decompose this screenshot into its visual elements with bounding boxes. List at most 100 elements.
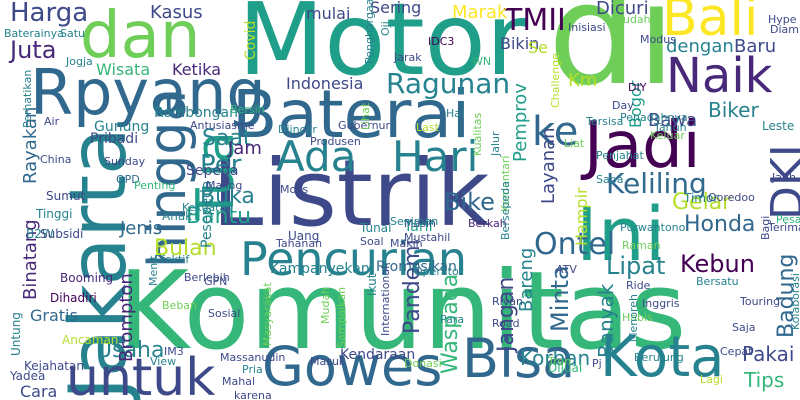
word-promosikan: Promosikan	[376, 259, 457, 275]
word-wisata: Wisata	[96, 60, 151, 79]
word-gpn: GPN	[204, 275, 228, 288]
word-harga: Harga	[10, 0, 89, 28]
word-di: di	[548, 0, 676, 117]
word-motor: Motor	[238, 0, 527, 98]
word-menit: Menit	[147, 255, 160, 286]
word-menoreh: Menoreh	[627, 294, 640, 342]
word-gratis: Gratis	[30, 306, 78, 325]
word-cepat: Cepat	[720, 345, 753, 358]
word-bersih: Bersih	[230, 103, 265, 116]
word-tren: Tren	[548, 355, 572, 368]
word-tahun: Tahun	[654, 121, 687, 134]
word-bisa: Bisa	[462, 327, 576, 390]
word-kolaborasi: Kolaborasi	[789, 273, 800, 330]
word-diam: Diam	[770, 23, 799, 36]
word-tarif: Tarif	[404, 219, 434, 235]
word-air: Air	[44, 115, 60, 128]
word-view: View	[150, 355, 177, 368]
word-road: Road	[492, 317, 520, 330]
word-ride: Ride	[626, 279, 651, 292]
word-purwantono: Purwantono	[620, 221, 686, 234]
word-gubernur: Gubernur	[338, 119, 391, 132]
word-oji: Oji	[379, 21, 392, 36]
word-soal: Soal	[360, 235, 384, 248]
word-biker: Biker	[708, 98, 759, 122]
word-sampaikan: Sampaikan	[335, 286, 348, 348]
word-ragunan: Ragunan	[386, 67, 511, 100]
word-usaha: Usaha	[96, 338, 165, 363]
word-bike: Bike	[444, 188, 495, 216]
word-korban: Korban	[520, 346, 591, 370]
word-masih: Masih	[404, 217, 436, 230]
word-tips: Tips	[744, 368, 785, 392]
word-dan: dan	[80, 0, 201, 73]
word-untung: Untung	[9, 312, 23, 356]
word-per: Per	[200, 150, 242, 180]
word-pria: Pria	[242, 363, 263, 376]
word-raman: Raman	[622, 239, 661, 252]
word-jam: Jam	[228, 138, 262, 159]
word-buka: Buka	[200, 184, 255, 209]
word-berujung: Berujung	[634, 351, 684, 364]
word-satu: Satu	[60, 27, 86, 40]
word-ontel: Ontel	[534, 227, 616, 262]
word-produsen: Produsen	[310, 135, 361, 148]
word-jenis: Jenis	[120, 218, 163, 239]
word-saja: Saja	[732, 321, 756, 334]
word-booming: Booming	[60, 271, 114, 285]
word-antusiasme: Antusiasme	[190, 119, 255, 132]
word-operator: Operator	[414, 265, 464, 278]
word-tinggi: Tinggi	[36, 207, 73, 221]
word-lihat: Lihat	[359, 102, 372, 130]
word-sepeda: Sepeda	[186, 163, 239, 179]
word-kekuatan: Kekuatan	[182, 201, 234, 214]
word-subsidi: Subsidi	[40, 227, 84, 241]
word-challenge: Challenge	[549, 53, 562, 108]
word-timor: Timor	[684, 191, 719, 205]
word-berlebih: Berlebih	[184, 271, 230, 284]
word-saat: Saat	[202, 126, 252, 151]
word-brompton: Brompton	[116, 273, 137, 362]
word-uang: Uang	[288, 229, 320, 243]
word-lipat: Lipat	[606, 252, 666, 280]
word-diy: DIY	[628, 81, 647, 94]
word-masyarakat: Masyarakat	[261, 282, 274, 346]
word-pj: Pj	[592, 357, 602, 370]
word-hampir: Hampir	[572, 187, 591, 246]
word-pemprov: Pemprov	[510, 83, 531, 162]
word-baterainya: Baterainya	[4, 27, 64, 40]
word-perhatikan: Perhatikan	[21, 69, 34, 128]
word-bersatu: Bersatu	[696, 275, 739, 288]
word-dijual: Dijual	[548, 361, 583, 375]
word-bantu: Bantu	[186, 204, 252, 229]
word-efektif: Efektif	[154, 253, 190, 266]
word-diincar: Diincar	[278, 123, 317, 136]
word-sapa: Sapa	[596, 173, 624, 186]
word-kampanyekan: Kampanyekan	[270, 261, 370, 277]
word-wn: WN	[472, 55, 492, 68]
word-banyak: Banyak	[594, 283, 618, 358]
word-ikut: Ikut	[365, 273, 379, 296]
word-rivan: Rivan	[492, 295, 523, 308]
word-last: Last	[416, 121, 439, 134]
word-bulan: Bulan	[154, 236, 217, 261]
word-penadahnya: Penadahnya	[620, 111, 688, 124]
word-keliling: Keliling	[606, 167, 707, 200]
word-mahal: Mahal	[222, 375, 255, 388]
word-kejahatan: Kejahatan	[24, 359, 84, 373]
word-para: Para	[440, 313, 465, 326]
word-inggris: Inggris	[642, 297, 680, 310]
word-baru: Baru	[734, 36, 777, 57]
word-bali: Bali	[662, 0, 759, 48]
word-jadi: Jadi	[584, 109, 701, 183]
word-sunday: Sunday	[104, 155, 146, 168]
word-lagi: Lagi	[700, 373, 723, 386]
word-anak: Anak	[162, 209, 193, 223]
word-rombongan: Rombongan	[154, 105, 238, 121]
word-hal: Hal	[446, 107, 465, 120]
word-covid: Covid	[243, 20, 259, 60]
word-bagi: Bagi	[759, 215, 772, 240]
word-pencurian: Pencurian	[240, 232, 468, 286]
word-day: Day	[612, 99, 634, 112]
